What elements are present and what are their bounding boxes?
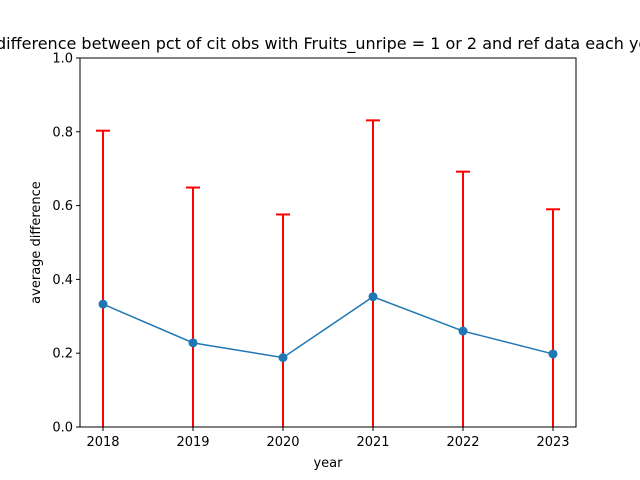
error-bars	[96, 119, 560, 427]
axes-frame	[79, 57, 577, 428]
chart-title: Average difference between pct of cit ob…	[0, 34, 640, 54]
x-tick-label: 2018	[86, 435, 119, 450]
y-axis-ticks: 0.0 0.2 0.4 0.6 0.8 1.0	[52, 52, 80, 436]
y-tick-label: 1.0	[52, 52, 73, 67]
y-tick-label: 0.6	[52, 199, 73, 214]
data-point	[548, 349, 558, 359]
x-tick-label: 2022	[446, 435, 479, 450]
data-point	[98, 299, 108, 309]
series-line	[102, 295, 554, 359]
data-point	[278, 353, 288, 363]
y-axis-label: average difference	[29, 181, 44, 304]
y-tick-label: 0.8	[52, 125, 73, 140]
y-tick-label: 0.4	[52, 273, 73, 288]
x-tick-label: 2021	[356, 435, 389, 450]
data-point	[188, 338, 198, 348]
x-axis-label: year	[313, 456, 343, 471]
x-tick-label: 2020	[266, 435, 299, 450]
data-point	[458, 326, 468, 336]
x-tick-label: 2019	[176, 435, 209, 450]
y-tick-label: 0.2	[52, 347, 73, 362]
x-tick-label: 2023	[536, 435, 569, 450]
data-series	[98, 292, 558, 363]
x-axis-ticks: 2018 2019 2020 2021 2022 2023	[86, 427, 570, 450]
data-point	[368, 292, 378, 302]
y-tick-label: 0.0	[52, 421, 73, 436]
